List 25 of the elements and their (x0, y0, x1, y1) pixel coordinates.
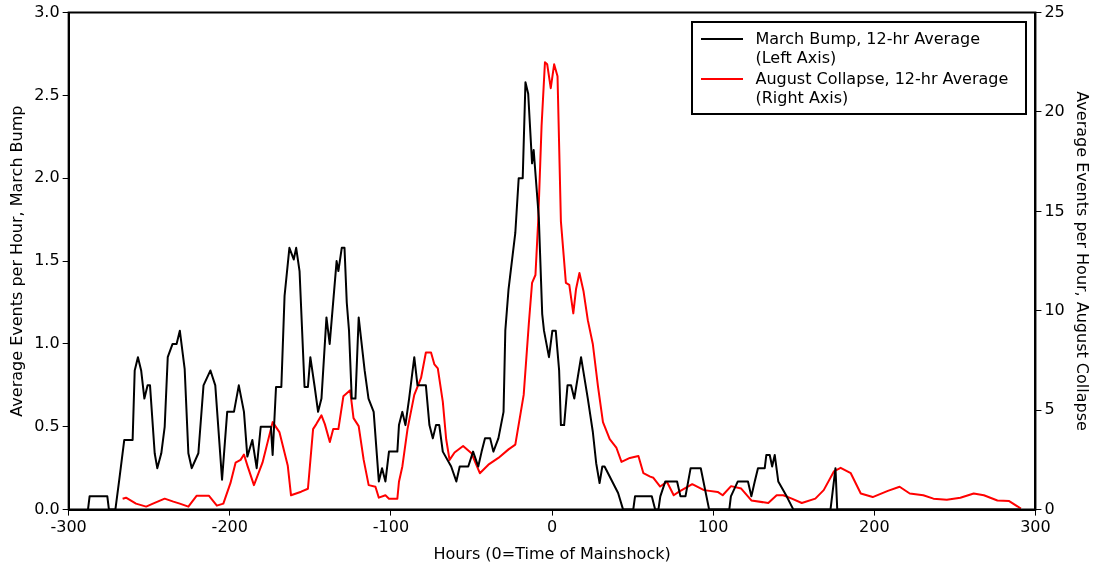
y2-tick-label: 15 (1044, 200, 1065, 220)
x-tick-label: -200 (211, 517, 248, 537)
y-tick-label: 2.0 (34, 167, 60, 187)
x-tick-label: 200 (859, 517, 890, 537)
y-tick-label: 2.5 (34, 84, 60, 104)
y-tick-label: 0.5 (34, 415, 60, 435)
y2-tick-label: 10 (1044, 299, 1065, 319)
x-tick-label: -100 (372, 517, 410, 537)
y-tick-label: 0.0 (34, 498, 60, 518)
y-axis-title: Average Events per Hour, March Bump (6, 105, 26, 417)
y2-axis-title: Average Events per Hour, August Collapse (1073, 91, 1093, 431)
y2-tick-label: 5 (1044, 399, 1055, 419)
x-tick-label: 100 (697, 517, 729, 537)
y2-tick-label: 0 (1044, 498, 1055, 518)
y-tick-label: 1.0 (34, 333, 60, 353)
x-tick-label: 0 (546, 517, 558, 537)
x-tick-label: -300 (50, 517, 87, 537)
y-tick-label: 1.5 (34, 250, 60, 270)
legend-label: August Collapse, 12-hr Average (Right Axis) (755, 68, 1010, 107)
x-tick-label: 300 (1020, 517, 1051, 537)
x-axis-title: Hours (0=Time of Mainshock) (433, 543, 671, 563)
y2-tick-label: 20 (1044, 101, 1065, 121)
legend-label: March Bump, 12-hr Average (Left Axis) (755, 28, 981, 67)
y-tick-label: 3.0 (34, 1, 60, 21)
y2-tick-label: 25 (1044, 1, 1065, 21)
